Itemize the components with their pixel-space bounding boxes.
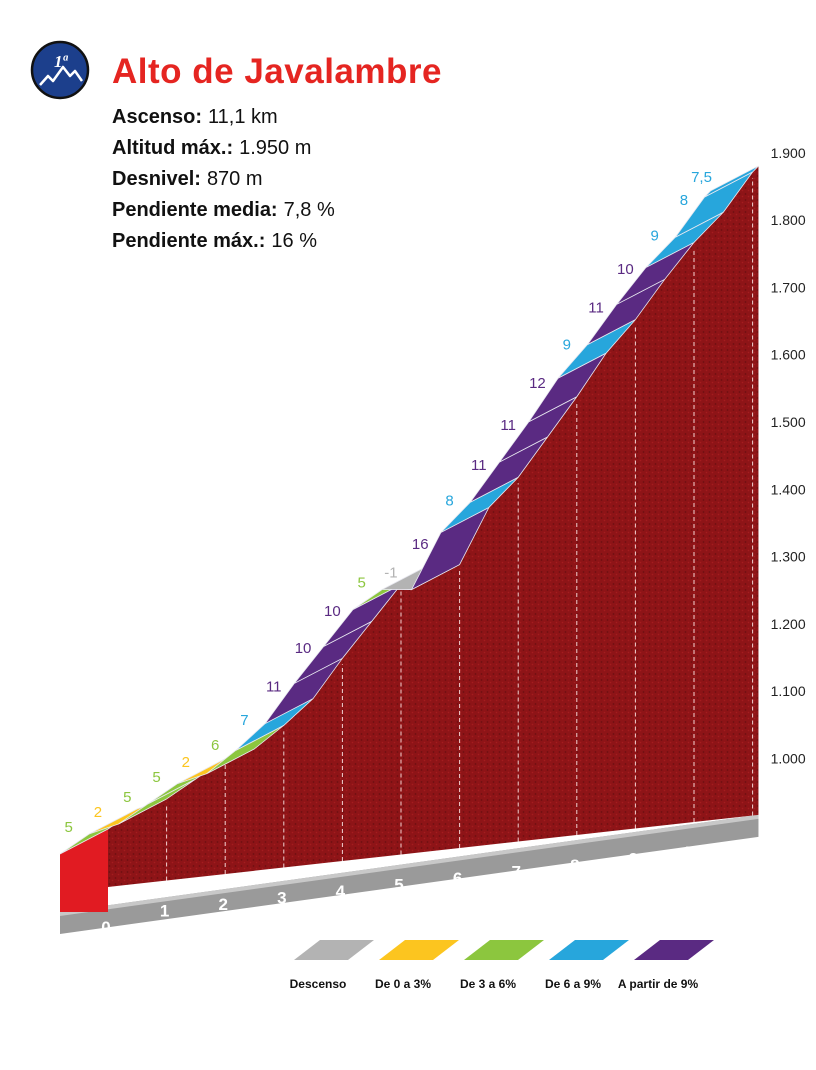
stat-value: 7,8 % — [283, 199, 335, 221]
legend-label: De 0 a 3% — [375, 977, 431, 991]
segment-gradient-label: 5 — [357, 574, 365, 591]
legend-swatch — [634, 940, 714, 960]
y-tick-label: 1.800 — [771, 212, 806, 228]
terrain-body — [108, 165, 759, 887]
y-tick-label: 1.300 — [771, 549, 806, 565]
legend-label: De 3 a 6% — [460, 977, 516, 991]
segment-gradient-label: 5 — [64, 819, 72, 836]
x-tick-label: 7 — [511, 863, 520, 882]
segment-gradient-label: 16 — [412, 536, 429, 553]
y-tick-label: 1.600 — [771, 347, 806, 363]
y-tick-label: 1.900 — [771, 145, 806, 161]
segment-gradient-label: 10 — [617, 261, 634, 278]
segment-gradient-label: -1 — [384, 564, 397, 581]
page-title: Alto de Javalambre — [112, 52, 442, 91]
segment-gradient-label: 5 — [123, 789, 131, 806]
segment-gradient-label: 11 — [500, 417, 516, 434]
segment-gradient-label: 9 — [650, 227, 658, 244]
stat-label: Pendiente media: — [112, 199, 278, 221]
terrain-front-edge — [60, 854, 108, 912]
segment-gradient-label: 6 — [211, 737, 219, 754]
x-tick-label: 1 — [160, 902, 169, 921]
y-tick-label: 1.400 — [771, 481, 806, 497]
stat-value: 16 % — [271, 230, 317, 252]
stat-value: 1.950 m — [239, 137, 312, 159]
segment-gradient-label: 10 — [324, 603, 341, 620]
x-tick-label: 5 — [394, 876, 403, 895]
x-tick-label: 8 — [570, 856, 579, 875]
legend-label: Descenso — [290, 977, 347, 991]
x-tick-label: 9 — [629, 850, 638, 869]
x-tick-label: 0 — [101, 918, 110, 937]
stat-max-altitude: Altitud máx.: 1.950 m — [112, 137, 311, 160]
category-badge-icon: 1ª — [30, 40, 90, 100]
x-tick-label: 10 — [683, 843, 702, 862]
segment-gradient-label: 7 — [240, 712, 248, 729]
y-tick-label: 1.700 — [771, 279, 806, 295]
stat-ascent: Ascenso: 11,1 km — [112, 106, 278, 129]
segment-gradient-label: 2 — [182, 754, 190, 771]
stat-value: 11,1 km — [208, 106, 278, 128]
legend-swatch — [379, 940, 459, 960]
stat-max-gradient: Pendiente máx.: 16 % — [112, 230, 317, 253]
y-tick-label: 1.200 — [771, 616, 806, 632]
base-slab-top — [60, 814, 759, 916]
stat-avg-gradient: Pendiente media: 7,8 % — [112, 199, 335, 222]
stat-label: Ascenso: — [112, 106, 203, 128]
legend-swatch — [294, 940, 374, 960]
segment-gradient-label: 11 — [588, 299, 604, 316]
segment-gradient-label: 5 — [152, 769, 160, 786]
segment-gradient-label: 8 — [445, 492, 453, 509]
legend-label: A partir de 9% — [618, 977, 699, 991]
legend-label: De 6 a 9% — [545, 977, 601, 991]
stat-label: Altitud máx.: — [112, 137, 234, 159]
legend-swatch — [549, 940, 629, 960]
segment-gradient-label: 11 — [471, 457, 487, 474]
x-tick-label: 3 — [277, 889, 286, 908]
segment-gradient-label: 7,5 — [691, 169, 712, 186]
segment-gradient-label: 2 — [94, 804, 102, 821]
gradient-segment — [704, 165, 759, 198]
segment-gradient-label: 12 — [529, 375, 546, 392]
stat-label: Desnivel: — [112, 168, 201, 190]
legend-swatch — [464, 940, 544, 960]
x-tick-label: 2 — [218, 895, 227, 914]
x-tick-label: 4 — [336, 882, 346, 901]
badge-label: 1ª — [54, 52, 69, 71]
stat-label: Pendiente máx.: — [112, 230, 266, 252]
base-slab — [60, 814, 759, 934]
segment-gradient-label: 10 — [295, 640, 312, 657]
segment-gradient-label: 9 — [563, 336, 571, 353]
segment-gradient-label: 8 — [680, 192, 688, 209]
stat-elevation-gain: Desnivel: 870 m — [112, 168, 263, 191]
y-tick-label: 1.500 — [771, 414, 806, 430]
x-tick-label: 6 — [453, 869, 462, 888]
y-tick-label: 1.100 — [771, 683, 806, 699]
segment-gradient-label: 11 — [266, 678, 282, 695]
y-tick-label: 1.000 — [771, 751, 806, 767]
stat-value: 870 m — [206, 168, 263, 190]
x-tick-label: 11 — [742, 837, 760, 856]
